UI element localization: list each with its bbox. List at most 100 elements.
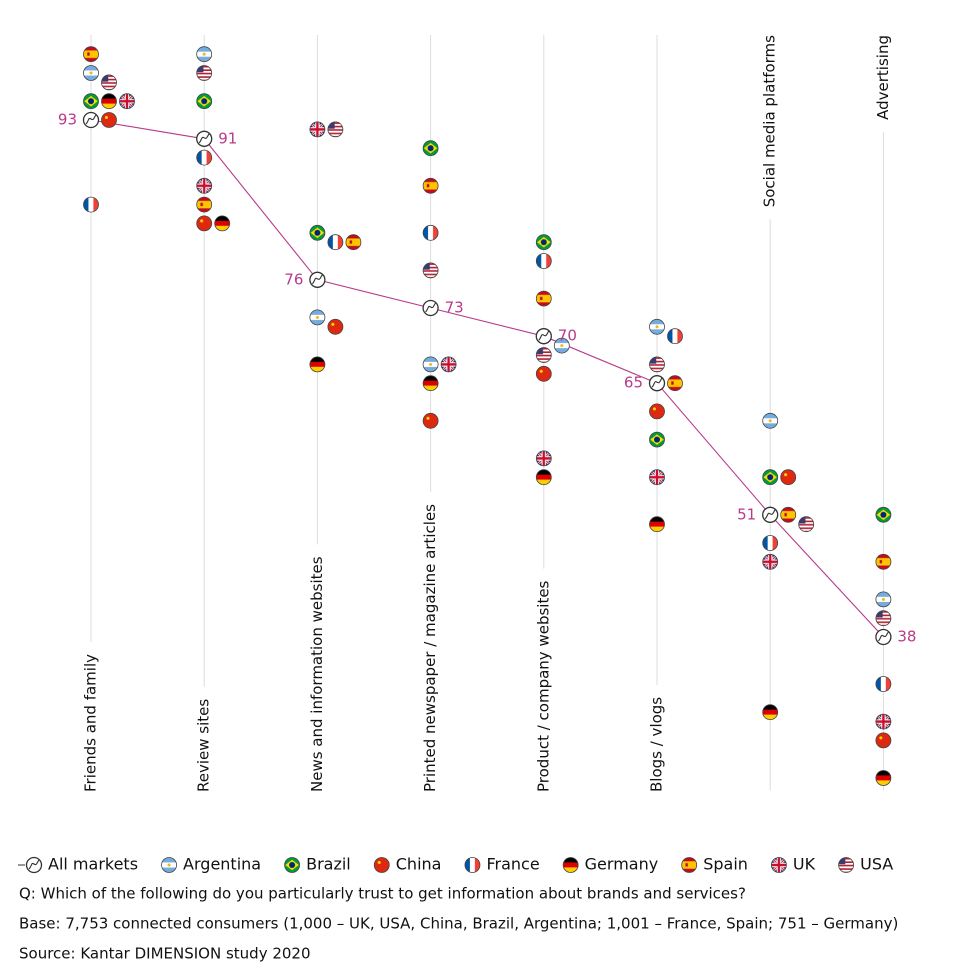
marker-flag <box>649 469 665 486</box>
legend-label: All markets <box>48 855 138 874</box>
marker-flag <box>422 224 439 241</box>
flag-marker <box>422 140 439 157</box>
flag-marker <box>762 469 779 486</box>
flag-marker <box>649 431 665 448</box>
flag-marker <box>196 177 213 194</box>
marker-flag <box>196 196 213 213</box>
flag-marker <box>649 516 665 533</box>
flag-marker <box>875 676 892 692</box>
marker-flag <box>161 857 177 873</box>
marker-flag <box>119 93 135 110</box>
flag-marker <box>780 506 797 523</box>
value-label: 70 <box>558 327 577 345</box>
marker-flag <box>101 93 117 110</box>
marker-squiggle <box>877 631 889 642</box>
flag-marker <box>196 46 213 63</box>
marker-flag <box>762 535 779 551</box>
footnote: Source: Kantar DIMENSION study 2020 <box>19 945 311 963</box>
flag-marker <box>327 234 344 251</box>
flag-marker <box>667 375 683 392</box>
marker-flag <box>422 412 439 429</box>
all-markets-marker <box>535 328 552 345</box>
flag-marker <box>762 535 779 551</box>
flag-marker <box>798 516 815 533</box>
marker-flag <box>762 412 779 429</box>
value-label: 73 <box>445 299 464 317</box>
flag-marker <box>875 506 892 523</box>
flag-marker <box>838 857 855 873</box>
flag-marker <box>681 857 698 873</box>
flag-marker <box>83 46 99 63</box>
value-label: 65 <box>624 374 643 392</box>
flag-marker <box>535 347 552 363</box>
marker-flag <box>535 290 552 307</box>
marker-flag <box>875 732 892 749</box>
flag-marker <box>762 704 779 721</box>
marker-flag <box>535 234 552 251</box>
flag-marker <box>101 74 117 91</box>
marker-circle <box>196 130 213 147</box>
flag-marker <box>327 318 344 335</box>
line-layer <box>90 119 884 638</box>
value-label: 51 <box>737 505 756 523</box>
marker-flag <box>327 121 344 138</box>
marker-flag <box>422 356 439 373</box>
flag-marker <box>309 356 326 373</box>
footnote: Q: Which of the following do you particu… <box>19 885 746 903</box>
all-markets-marker <box>82 111 100 129</box>
flag-marker <box>762 412 779 429</box>
marker-flag <box>422 140 439 157</box>
marker-flag <box>667 328 683 345</box>
marker-flag <box>649 431 665 448</box>
marker-flag <box>649 516 665 533</box>
flag-marker <box>535 469 552 486</box>
marker-flag <box>553 337 570 354</box>
marker-squiggle <box>28 859 40 870</box>
flag-marker <box>464 857 481 873</box>
marker-flag <box>535 450 552 467</box>
marker-squiggle <box>311 274 323 285</box>
marker-flag <box>83 93 99 110</box>
marker-flag <box>309 356 326 373</box>
marker-flag <box>101 74 117 91</box>
marker-flag <box>875 713 892 730</box>
flag-marker <box>649 403 665 420</box>
flag-marker <box>422 224 439 241</box>
flag-marker <box>422 412 439 429</box>
flag-marker <box>196 196 213 213</box>
flag-marker <box>649 469 665 486</box>
category-label: Friends and family <box>82 654 100 792</box>
all-markets-marker <box>25 856 43 874</box>
flag-marker <box>875 770 892 786</box>
category-label: Blogs / vlogs <box>648 697 666 792</box>
flag-marker <box>284 857 300 873</box>
value-label: 76 <box>284 270 303 288</box>
flag-marker <box>196 149 213 166</box>
all-markets-marker <box>648 375 666 392</box>
marker-flag <box>196 177 213 194</box>
legend-label: UK <box>793 855 816 874</box>
marker-flag <box>101 112 117 128</box>
marker-flag <box>309 224 326 241</box>
marker-squiggle <box>764 509 776 520</box>
marker-flag <box>875 770 892 786</box>
all-markets-marker <box>762 506 779 523</box>
marker-flag <box>373 857 390 873</box>
marker-flag <box>196 215 213 232</box>
marker-flag <box>875 506 892 523</box>
flag-marker <box>422 177 439 194</box>
marker-flag <box>327 234 344 251</box>
category-label: Social media platforms <box>761 35 779 207</box>
marker-circle <box>422 299 439 317</box>
marker-squiggle <box>538 330 550 341</box>
flag-marker <box>667 328 683 345</box>
marker-circle <box>25 856 43 874</box>
marker-squiggle <box>425 302 437 313</box>
flag-marker <box>762 553 779 570</box>
marker-flag <box>196 149 213 166</box>
flag-marker <box>196 65 213 81</box>
flag-marker <box>373 857 390 873</box>
flag-marker <box>422 356 439 373</box>
marker-flag <box>83 196 99 213</box>
marker-flag <box>780 469 797 486</box>
